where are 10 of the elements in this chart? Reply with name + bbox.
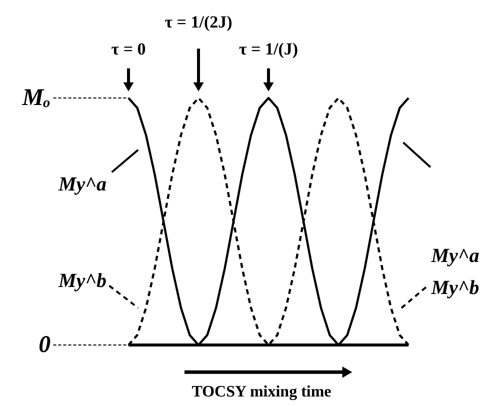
legend-label: My^b: [430, 277, 480, 300]
text: τ = 1/(J): [238, 39, 298, 58]
text: My^b: [58, 270, 107, 292]
text: My^a: [58, 173, 107, 196]
text: 0: [38, 332, 51, 358]
text: τ = 0: [111, 39, 146, 58]
text: τ = 1/(2J): [164, 12, 232, 32]
x-axis-title: TOCSY mixing time: [192, 383, 332, 400]
text: My^a: [431, 245, 480, 268]
text: Mₒ: [21, 85, 51, 111]
